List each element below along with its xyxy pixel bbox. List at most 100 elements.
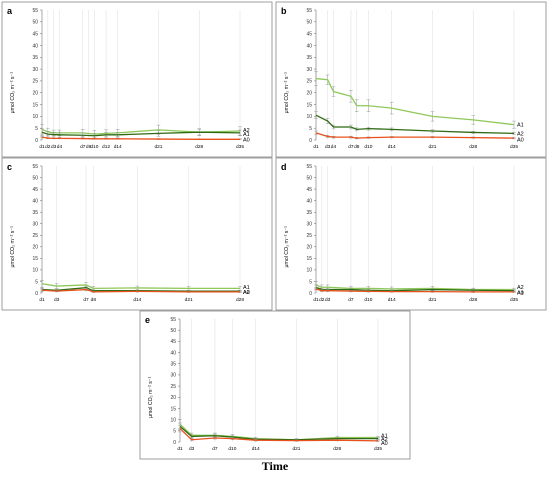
panel-frame	[275, 157, 547, 311]
series-line-A0	[315, 288, 514, 293]
y-tick-label: 30	[32, 67, 38, 73]
y-axis-label: μmol CO₂ m⁻² s⁻¹	[10, 72, 16, 114]
y-tick-label: 5	[309, 279, 312, 285]
y-tick-label: 10	[32, 268, 38, 274]
y-tick-label: 40	[32, 198, 38, 204]
x-axis-title: Time	[262, 459, 289, 473]
x-tick-label: d21	[185, 297, 193, 303]
series-line-A1	[315, 284, 514, 291]
x-tick-label: d28	[469, 144, 477, 150]
x-tick-label: d2	[319, 297, 325, 303]
x-tick-label: d1	[177, 446, 183, 452]
panel-letter: b	[281, 6, 287, 16]
x-tick-label: d2	[45, 144, 51, 150]
series-line-A2	[315, 286, 515, 292]
x-tick-label: d35	[374, 446, 382, 452]
y-tick-label: 40	[306, 43, 312, 49]
y-tick-label: 30	[32, 222, 38, 228]
panel-letter: a	[7, 6, 13, 16]
x-tick-label: d1	[39, 144, 45, 150]
x-tick-label: d3	[189, 446, 195, 452]
series-line-A0	[41, 136, 240, 140]
y-tick-label: 50	[306, 175, 312, 181]
y-tick-label: 55	[170, 317, 176, 323]
y-axis-label: μmol CO₂ m⁻² s⁻¹	[148, 376, 154, 418]
x-tick-label: d7	[212, 446, 218, 452]
y-tick-label: 40	[306, 198, 312, 204]
x-tick-label: d14	[133, 297, 141, 303]
y-tick-label: 45	[32, 31, 38, 37]
series-label: A1	[243, 285, 250, 291]
x-tick-label: d3	[51, 144, 57, 150]
panel-letter: c	[7, 162, 12, 172]
panel-e: e 0 5 10 15 20 25 30 35 40 45 50 55 μmol CO₂ m⁻² s⁻¹ d…	[139, 310, 411, 460]
y-tick-label: 10	[306, 114, 312, 120]
x-tick-label: d35	[510, 297, 518, 303]
x-tick-label: d1	[39, 297, 45, 303]
x-tick-label: d35	[510, 144, 518, 150]
y-tick-label: 0	[35, 138, 38, 144]
series-line-A1	[41, 283, 240, 290]
y-tick-label: 0	[309, 291, 312, 297]
y-tick-label: 45	[170, 339, 176, 345]
x-tick-label: d21	[154, 144, 162, 150]
y-tick-label: 50	[32, 20, 38, 26]
x-tick-label: d1	[313, 297, 319, 303]
x-tick-label: d14	[252, 446, 260, 452]
panel-frame	[139, 310, 411, 460]
y-tick-label: 25	[306, 79, 312, 85]
y-axis-label: μmol CO₂ m⁻² s⁻¹	[10, 226, 16, 268]
series-label: A0	[517, 290, 524, 296]
y-tick-label: 15	[306, 256, 312, 262]
series-label: A1	[243, 132, 250, 138]
x-tick-label: d7	[80, 144, 86, 150]
series-label: A2	[517, 285, 524, 291]
y-tick-label: 20	[32, 91, 38, 97]
panel-d: d 0 5 10 15 20 25 30 35 40 45 50 55 μmol CO₂ m⁻² s⁻¹ d…	[275, 157, 547, 311]
x-tick-label: d14	[388, 297, 396, 303]
x-tick-label: d7	[348, 144, 354, 150]
x-tick-label: d28	[469, 297, 477, 303]
x-tick-label: d35	[236, 144, 244, 150]
series-line-A2	[41, 131, 241, 137]
x-tick-label: d21	[292, 446, 300, 452]
series-line-A1	[179, 423, 378, 441]
panel-a: a 0 5 10 15 20 25 30 35 40 45 50 55 μmol CO₂ m⁻² s⁻¹ d…	[1, 1, 273, 158]
y-tick-label: 40	[32, 43, 38, 49]
series-label: A2	[243, 128, 250, 134]
series-line-A0	[41, 288, 240, 293]
x-tick-label: d12	[102, 144, 110, 150]
x-tick-label: d4	[57, 144, 63, 150]
y-tick-label: 10	[32, 114, 38, 120]
x-tick-label: d7	[83, 297, 89, 303]
x-tick-label: d28	[333, 446, 341, 452]
x-tick-label: d10	[228, 446, 236, 452]
x-tick-label: d3	[54, 297, 60, 303]
y-tick-label: 15	[32, 102, 38, 108]
series-label: A1	[517, 123, 524, 129]
y-tick-label: 20	[170, 395, 176, 401]
y-tick-label: 40	[170, 350, 176, 356]
y-tick-label: 0	[309, 138, 312, 144]
series-line-A2	[179, 425, 378, 441]
panel-c: c 0 5 10 15 20 25 30 35 40 45 50 55 μmol CO₂ m⁻² s⁻¹ d…	[1, 157, 273, 311]
y-tick-label: 10	[306, 268, 312, 274]
y-tick-label: 30	[170, 373, 176, 379]
y-tick-label: 20	[32, 245, 38, 251]
y-tick-label: 15	[170, 406, 176, 412]
x-tick-label: d3	[325, 144, 331, 150]
series-label: A0	[243, 137, 250, 143]
panel-letter: e	[145, 315, 150, 325]
y-tick-label: 35	[32, 55, 38, 61]
y-tick-label: 45	[306, 187, 312, 193]
x-tick-label: d8	[91, 297, 97, 303]
x-tick-label: d21	[428, 297, 436, 303]
y-tick-label: 55	[306, 164, 312, 170]
series-label: A2	[517, 131, 524, 137]
series-line-A0	[315, 132, 515, 139]
y-tick-label: 25	[170, 384, 176, 390]
y-tick-label: 55	[32, 8, 38, 14]
series-line-A2	[315, 114, 515, 135]
y-tick-label: 0	[173, 440, 176, 446]
